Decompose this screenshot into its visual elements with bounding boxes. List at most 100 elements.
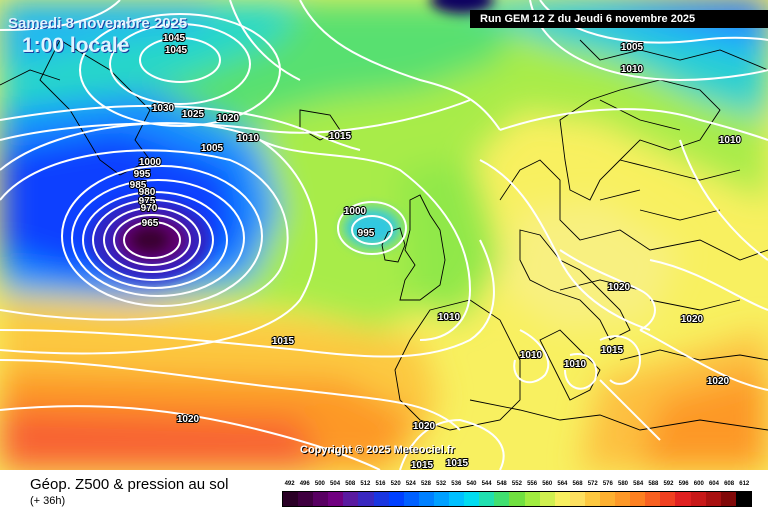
isobar-label: 1005 [201, 143, 224, 154]
legend-value: 568 [572, 481, 583, 487]
isobar-label: 970 [141, 203, 158, 214]
legend-value: 532 [436, 481, 447, 487]
isobar-label: 965 [142, 218, 159, 229]
legend-swatch [403, 492, 419, 506]
isobar-label: 1020 [413, 421, 436, 432]
legend-value-labels: 492 496 500 504 508 512 516 520 524 528 532 536 540 5… [282, 480, 752, 489]
legend-swatch [388, 492, 404, 506]
legend-swatch [328, 492, 344, 506]
legend-swatch [283, 492, 299, 506]
legend-color-bar [282, 491, 752, 507]
legend-swatch [645, 492, 661, 506]
isobar-label: 975 [139, 196, 156, 207]
legend-value: 492 [284, 481, 295, 487]
isobar-label: 1015 [446, 458, 469, 469]
legend-swatch [313, 492, 329, 506]
isobar-label: 1000 [139, 157, 162, 168]
legend-swatch [554, 492, 570, 506]
forecast-date: Samedi 8 novembre 2025 [8, 15, 188, 32]
parameter-title: Géop. Z500 & pression au sol [30, 476, 229, 493]
coastlines [0, 39, 768, 431]
legend-value: 588 [648, 481, 659, 487]
color-scale-legend: 492 496 500 504 508 512 516 520 524 528 532 536 540 5… [282, 480, 752, 510]
isobar-label: 1020 [707, 376, 730, 387]
legend-value: 520 [390, 481, 401, 487]
forecast-time: 1:00 locale [22, 34, 130, 57]
legend-value: 564 [557, 481, 568, 487]
legend-value: 548 [496, 481, 507, 487]
isobar-label: 980 [139, 187, 156, 198]
legend-value: 608 [724, 481, 735, 487]
legend-swatch [660, 492, 676, 506]
legend-swatch [630, 492, 646, 506]
legend-value: 524 [405, 481, 416, 487]
legend-value: 556 [527, 481, 538, 487]
legend-swatch [343, 492, 359, 506]
legend-swatch [509, 492, 525, 506]
legend-swatch [373, 492, 389, 506]
copyright-notice: Copyright © 2025 Meteociel.fr [300, 444, 455, 456]
legend-value: 612 [739, 481, 750, 487]
isobar-label: 1015 [411, 460, 434, 470]
isobar-label: 995 [134, 169, 151, 180]
isobar-label: 1045 [165, 45, 188, 56]
legend-swatch [690, 492, 706, 506]
legend-swatch [720, 492, 736, 506]
legend-value: 584 [633, 481, 644, 487]
legend-value: 528 [420, 481, 431, 487]
isobar-label: 1010 [719, 135, 742, 146]
map-footer: Géop. Z500 & pression au sol (+ 36h) 492… [0, 470, 768, 512]
legend-value: 508 [345, 481, 356, 487]
isobar-label: 1020 [217, 113, 240, 124]
lead-time: (+ 36h) [30, 495, 66, 507]
isobar-label: 1010 [564, 359, 587, 370]
isobar-label: 1005 [621, 42, 644, 53]
isobar-label: 1015 [272, 336, 295, 347]
isobar-label: 985 [130, 180, 147, 191]
legend-value: 504 [330, 481, 341, 487]
legend-swatch [418, 492, 434, 506]
isobar-label: 1025 [182, 109, 205, 120]
legend-value: 580 [618, 481, 629, 487]
isobar-label: 1010 [438, 312, 461, 323]
isobar-label: 1030 [152, 103, 175, 114]
isobar-label: 1015 [601, 345, 624, 356]
legend-value: 572 [587, 481, 598, 487]
legend-swatch [358, 492, 374, 506]
legend-value: 500 [314, 481, 325, 487]
legend-value: 516 [375, 481, 386, 487]
legend-value: 540 [466, 481, 477, 487]
legend-swatch [539, 492, 555, 506]
isobar-label: 1010 [237, 133, 260, 144]
legend-swatch [584, 492, 600, 506]
isobar-label: 1020 [681, 314, 704, 325]
legend-swatch [449, 492, 465, 506]
legend-swatch [599, 492, 616, 506]
legend-swatch [464, 492, 480, 506]
legend-value: 600 [693, 481, 704, 487]
model-run-label: Run GEM 12 Z du Jeudi 6 novembre 2025 [470, 10, 768, 28]
isobar-label: 1020 [177, 414, 200, 425]
legend-value: 576 [602, 481, 613, 487]
legend-value: 596 [678, 481, 689, 487]
isobar-label: 1010 [621, 64, 644, 75]
legend-value: 496 [299, 481, 310, 487]
legend-value: 512 [360, 481, 371, 487]
legend-value: 604 [708, 481, 719, 487]
isobar-label: 1020 [608, 282, 631, 293]
legend-swatch [675, 492, 691, 506]
legend-swatch [705, 492, 721, 506]
legend-value: 552 [511, 481, 522, 487]
legend-swatch [615, 492, 631, 506]
isobar-label: 1010 [520, 350, 543, 361]
legend-swatch [569, 492, 585, 506]
legend-value: 544 [481, 481, 492, 487]
isobar-label: 1000 [344, 206, 367, 217]
legend-value: 536 [451, 481, 462, 487]
legend-swatch [494, 492, 510, 506]
legend-swatch [298, 492, 314, 506]
legend-value: 560 [542, 481, 553, 487]
